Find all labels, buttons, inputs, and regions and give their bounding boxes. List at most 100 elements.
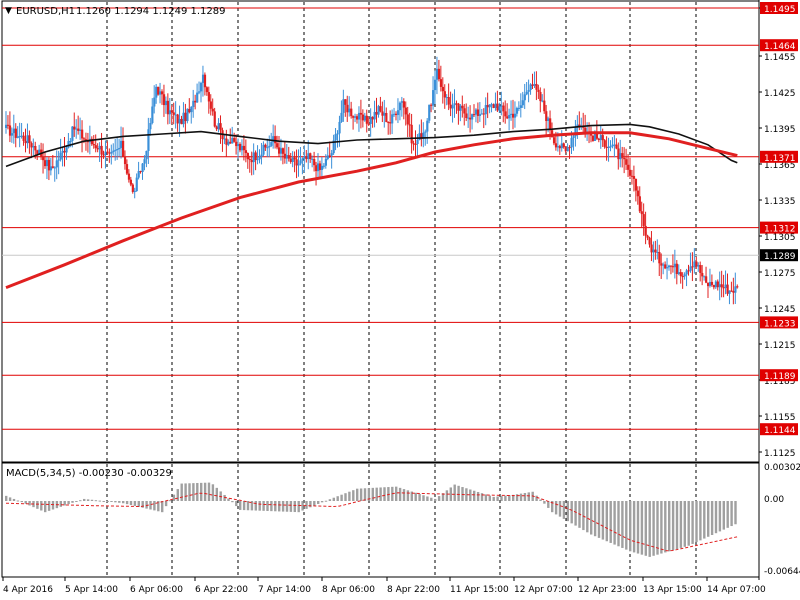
- candle-body: [568, 147, 571, 149]
- macd-histogram-bar: [71, 501, 74, 503]
- candle-body: [726, 284, 729, 294]
- candle-body: [94, 145, 97, 149]
- candle-body: [320, 165, 324, 170]
- candle-body: [393, 113, 396, 115]
- candle-body: [377, 106, 380, 115]
- macd-histogram-bar: [75, 501, 78, 502]
- macd-histogram-bar: [110, 501, 113, 502]
- candle-body: [178, 118, 181, 124]
- level-price-tag: [760, 316, 798, 329]
- candle-body: [712, 284, 716, 288]
- candle-body: [683, 274, 686, 277]
- horizontal-levels: [2, 7, 759, 430]
- candle-body: [381, 111, 384, 116]
- candle-body: [515, 108, 519, 114]
- candle-body: [336, 133, 339, 135]
- price-axis-label: 1.1245: [764, 305, 796, 315]
- macd-histogram-bar: [67, 501, 70, 505]
- price-axis: 1.1495 1.1455 1.1425 1.1395 1.1365 1.1335 1.13…: [759, 2, 800, 577]
- macd-histogram-bar: [168, 500, 172, 502]
- candle-body: [615, 144, 618, 149]
- candle-body: [81, 129, 84, 139]
- chevron-down-icon[interactable]: ▼: [5, 6, 12, 16]
- candle-body: [180, 118, 183, 125]
- candle-body: [342, 99, 345, 113]
- macd-histogram-bar: [621, 501, 624, 548]
- candle-body: [363, 115, 366, 121]
- level-price-tag: [760, 423, 798, 436]
- macd-histogram-bar: [718, 501, 722, 532]
- macd-histogram-bar: [293, 501, 296, 513]
- candle-body: [513, 113, 517, 118]
- candle-body: [395, 113, 398, 116]
- candle-body: [457, 103, 460, 111]
- candle-body: [398, 102, 402, 111]
- candle-body: [98, 145, 101, 150]
- candle-body: [301, 158, 304, 161]
- candle-body: [317, 163, 320, 172]
- macd-histogram-bar: [695, 501, 698, 543]
- candle-body: [100, 145, 103, 155]
- macd-histogram-bar: [570, 501, 573, 524]
- candle-body: [562, 143, 565, 148]
- macd-histogram-bar: [102, 501, 105, 502]
- candle-body: [523, 94, 526, 101]
- candle-body: [478, 114, 482, 116]
- candle-body: [192, 100, 195, 107]
- candle-body: [145, 150, 148, 160]
- candle-body: [451, 105, 454, 109]
- macd-histogram-bar: [79, 500, 82, 502]
- macd-histogram-bar: [83, 498, 86, 501]
- macd-histogram-bar: [367, 488, 371, 501]
- moving-average-fast: [5, 123, 738, 168]
- candle-body: [476, 109, 480, 116]
- candle-body: [426, 120, 429, 132]
- candle-body: [685, 270, 688, 275]
- candle-body: [79, 129, 82, 131]
- candle-body: [240, 145, 244, 151]
- candle-body: [671, 266, 675, 268]
- candle-body: [108, 152, 111, 154]
- candle-body: [57, 159, 60, 161]
- candle-body: [313, 158, 316, 166]
- price-axis-label: 1.1395: [764, 125, 796, 135]
- macd-histogram-bar: [710, 501, 714, 535]
- macd-histogram-bar: [476, 491, 480, 501]
- moving-average-slow: [5, 131, 738, 289]
- candle-body: [527, 89, 530, 92]
- macd-histogram-bar: [246, 501, 250, 511]
- macd-histogram-bar: [551, 501, 554, 513]
- macd-histogram-bar: [441, 493, 445, 501]
- macd-histogram-bar: [172, 494, 176, 501]
- candle-body: [229, 141, 232, 144]
- candle-body: [274, 136, 277, 144]
- macd-histogram-bar: [352, 490, 355, 501]
- candle-body: [14, 128, 17, 138]
- macd-histogram-bar: [340, 494, 343, 501]
- macd-histogram-bar: [664, 501, 667, 553]
- macd-histogram-bar: [8, 497, 12, 501]
- macd-histogram-bar: [679, 501, 683, 548]
- candle-body: [699, 265, 702, 273]
- candle-body: [44, 160, 47, 167]
- macd-histogram-bar: [601, 501, 605, 540]
- candle-body: [605, 146, 608, 148]
- macd-histogram-bar: [5, 495, 8, 501]
- candle-body: [630, 175, 634, 177]
- candle-body: [285, 155, 288, 159]
- candle-body: [6, 124, 10, 126]
- candle-body: [730, 290, 733, 292]
- time-axis-label: 6 Apr 22:00: [195, 585, 248, 595]
- macd-histogram-bar: [106, 501, 109, 502]
- candle-body: [114, 149, 117, 151]
- candle-body: [293, 157, 296, 160]
- candle-body: [283, 153, 287, 159]
- macd-histogram-bar: [660, 501, 663, 554]
- candle-body: [122, 140, 125, 157]
- candle-body: [391, 114, 394, 124]
- candle-body: [566, 147, 569, 152]
- macd-histogram-bar: [258, 501, 261, 511]
- candle-body: [642, 214, 645, 226]
- macd-histogram-bar: [597, 501, 601, 538]
- macd-histogram-bar: [722, 501, 725, 530]
